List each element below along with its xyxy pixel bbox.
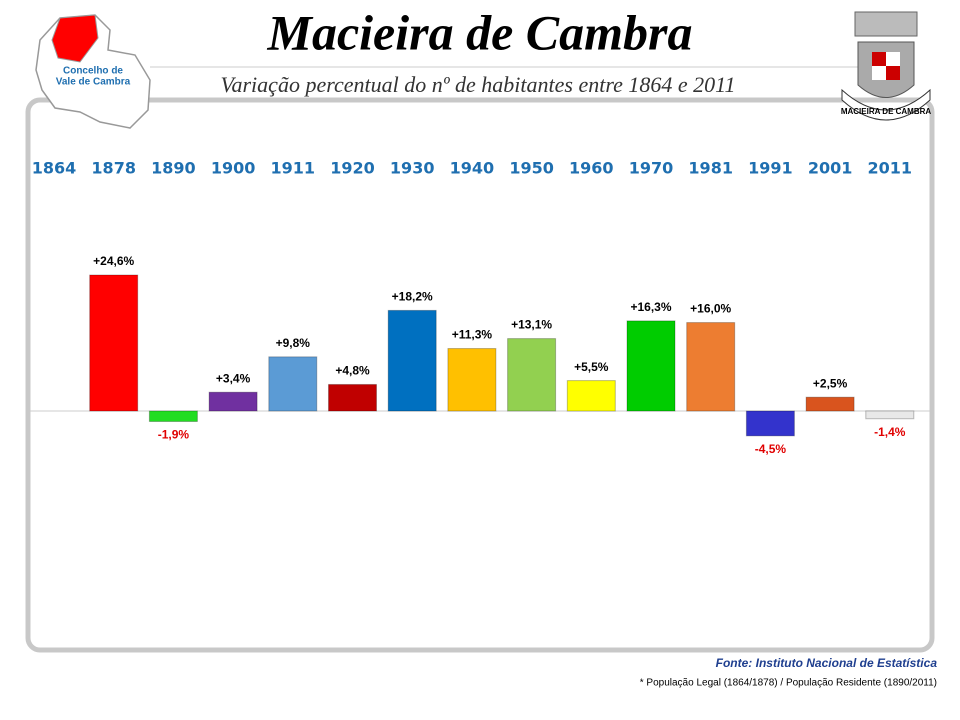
x-tick-label: 1960 xyxy=(569,159,614,178)
x-tick-label: 1940 xyxy=(450,159,495,178)
bar xyxy=(626,320,676,412)
value-label: +2,5% xyxy=(813,376,848,390)
value-label: +24,6% xyxy=(93,254,134,268)
map-label: Concelho de xyxy=(63,66,123,77)
value-label: +18,2% xyxy=(392,290,433,304)
chart-title: Macieira de Cambra xyxy=(267,4,693,60)
coat-of-arms: MACIEIRA DE CAMBRA xyxy=(841,11,932,121)
x-tick-label: 1981 xyxy=(688,159,733,178)
value-label: +16,3% xyxy=(630,300,671,314)
x-tick-label: 1920 xyxy=(330,159,375,178)
value-label: +9,8% xyxy=(276,336,311,350)
value-label: +13,1% xyxy=(511,318,552,332)
x-tick-label: 2011 xyxy=(868,159,913,178)
coat-of-arms-label: MACIEIRA DE CAMBRA xyxy=(841,107,932,116)
value-label: +16,0% xyxy=(690,302,731,316)
x-tick-label: 1900 xyxy=(211,159,256,178)
value-label: +4,8% xyxy=(335,364,370,378)
value-label: +5,5% xyxy=(574,360,609,374)
bar xyxy=(387,309,437,412)
bar xyxy=(865,410,915,420)
x-tick-label: 1970 xyxy=(629,159,674,178)
bar xyxy=(805,396,855,412)
bar xyxy=(686,322,736,412)
x-tick-label: 1878 xyxy=(91,159,136,178)
bar xyxy=(268,356,318,412)
x-tick-label: 1950 xyxy=(509,159,554,178)
value-label: +11,3% xyxy=(452,328,493,342)
source: Fonte: Instituto Nacional de Estatística xyxy=(716,656,938,670)
x-tick-label: 1911 xyxy=(271,159,316,178)
bar xyxy=(328,383,377,412)
footnote: * População Legal (1864/1878) / Populaçã… xyxy=(640,678,937,689)
x-tick-label: 1930 xyxy=(390,159,435,178)
x-tick-label: 1890 xyxy=(151,159,196,178)
bar xyxy=(208,391,258,412)
bar xyxy=(447,348,497,412)
value-label: -4,5% xyxy=(755,442,787,456)
x-tick-label: 1864 xyxy=(32,159,77,178)
bar xyxy=(148,410,198,423)
bar xyxy=(745,410,795,437)
bar xyxy=(507,338,557,412)
x-tick-label: 2001 xyxy=(808,159,853,178)
map-label: Vale de Cambra xyxy=(56,77,131,88)
value-label: -1,9% xyxy=(158,428,190,442)
map: Concelho de Vale de Cambra xyxy=(35,14,151,129)
x-tick-label: 1991 xyxy=(748,159,793,178)
bar xyxy=(566,380,616,412)
bar xyxy=(89,274,139,412)
value-label: +3,4% xyxy=(216,371,251,385)
value-label: -1,4% xyxy=(874,425,906,439)
chart-subtitle: Variação percentual do nº de habitantes … xyxy=(221,72,736,97)
